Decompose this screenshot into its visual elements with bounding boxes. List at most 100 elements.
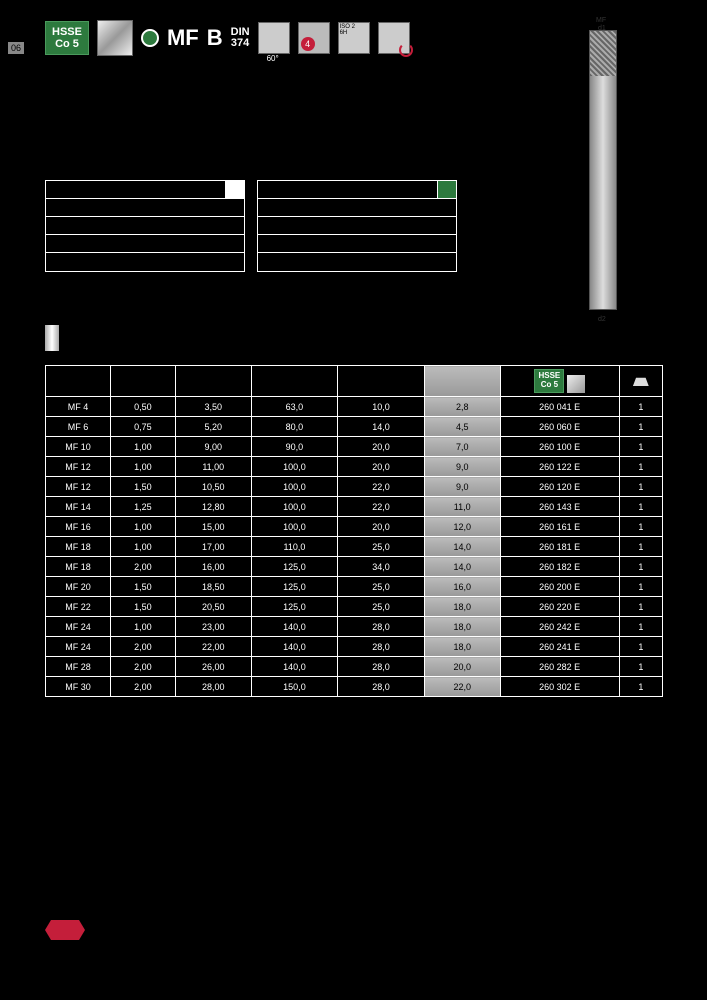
color-ring-icon: [141, 29, 159, 47]
thread-type-label: MF: [167, 25, 199, 51]
table-cell: 260 143 E: [500, 497, 619, 517]
table-header-row: HSSE Co 5: [46, 366, 663, 397]
product-data-table: HSSE Co 5 MF 40,503,5063,010,02,8260 041…: [45, 365, 663, 697]
table-cell: 80,0: [251, 417, 338, 437]
table-cell: 17,00: [175, 537, 251, 557]
table-row: MF 182,0016,00125,034,014,0260 182 E1: [46, 557, 663, 577]
table-cell: 1,00: [110, 537, 175, 557]
table-row: MF 60,755,2080,014,04,5260 060 E1: [46, 417, 663, 437]
form-label: B: [207, 25, 223, 51]
table-cell: 4,5: [424, 417, 500, 437]
angle-icon: 60°: [258, 22, 290, 54]
table-cell: 25,0: [338, 537, 425, 557]
table-row: MF 201,5018,50125,025,016,0260 200 E1: [46, 577, 663, 597]
table-cell: MF 4: [46, 397, 111, 417]
metal-badge: [97, 20, 133, 56]
table-cell: 1,25: [110, 497, 175, 517]
table-cell: 1: [619, 557, 662, 577]
table-cell: 34,0: [338, 557, 425, 577]
table-cell: 260 100 E: [500, 437, 619, 457]
table-cell: 5,20: [175, 417, 251, 437]
table-row: MF 302,0028,00150,028,022,0260 302 E1: [46, 677, 663, 697]
header-material-badge: HSSE Co 5: [534, 369, 564, 393]
brand-logo: [45, 920, 85, 940]
header-metal-icon: [567, 375, 585, 393]
article-header: HSSE Co 5: [500, 366, 619, 397]
table-cell: MF 18: [46, 537, 111, 557]
table-cell: 22,0: [338, 497, 425, 517]
table-cell: 1: [619, 497, 662, 517]
angle-value: 60°: [267, 54, 279, 63]
table-cell: 3,50: [175, 397, 251, 417]
drill-icon: [45, 325, 59, 351]
table-row: MF 141,2512,80100,022,011,0260 143 E1: [46, 497, 663, 517]
table-cell: 1: [619, 397, 662, 417]
table-cell: 260 302 E: [500, 677, 619, 697]
table-cell: 11,0: [424, 497, 500, 517]
table-cell: 1: [619, 477, 662, 497]
table-cell: 100,0: [251, 517, 338, 537]
table-cell: 22,0: [424, 677, 500, 697]
table-cell: MF 28: [46, 657, 111, 677]
table-cell: MF 24: [46, 637, 111, 657]
table-cell: 9,00: [175, 437, 251, 457]
table-cell: MF 22: [46, 597, 111, 617]
table-cell: 28,0: [338, 617, 425, 637]
table-cell: 140,0: [251, 617, 338, 637]
table-cell: 18,0: [424, 617, 500, 637]
table-cell: 150,0: [251, 677, 338, 697]
table-cell: 1: [619, 577, 662, 597]
table-cell: MF 18: [46, 557, 111, 577]
application-grid-1: [45, 180, 245, 272]
table-cell: 22,0: [338, 477, 425, 497]
table-cell: 20,0: [338, 457, 425, 477]
table-cell: MF 20: [46, 577, 111, 597]
tolerance-number: 4: [301, 37, 315, 51]
table-cell: 20,50: [175, 597, 251, 617]
product-header: HSSE Co 5 MF B DIN 374 60° 4 ISO 2 6H: [45, 20, 410, 56]
table-cell: 260 122 E: [500, 457, 619, 477]
table-cell: 260 220 E: [500, 597, 619, 617]
table-cell: 18,0: [424, 637, 500, 657]
application-tables: [45, 180, 457, 272]
table-cell: 1: [619, 597, 662, 617]
table-cell: MF 14: [46, 497, 111, 517]
table-cell: 26,00: [175, 657, 251, 677]
table-cell: 1: [619, 537, 662, 557]
table-cell: 125,0: [251, 577, 338, 597]
table-cell: 15,00: [175, 517, 251, 537]
material-badge: HSSE Co 5: [45, 21, 89, 55]
table-cell: MF 30: [46, 677, 111, 697]
table-cell: 11,00: [175, 457, 251, 477]
din-badge: DIN 374: [231, 27, 250, 49]
table-cell: 260 282 E: [500, 657, 619, 677]
table-cell: 1: [619, 517, 662, 537]
table-cell: 140,0: [251, 657, 338, 677]
table-cell: 260 182 E: [500, 557, 619, 577]
table-cell: 9,0: [424, 457, 500, 477]
table-cell: 14,0: [338, 417, 425, 437]
table-cell: MF 16: [46, 517, 111, 537]
drawing-d1-label: d1: [598, 25, 606, 32]
table-cell: 28,0: [338, 657, 425, 677]
tolerance-icon: 4: [298, 22, 330, 54]
table-cell: 2,00: [110, 657, 175, 677]
app-swatch-green-icon: [438, 181, 456, 198]
table-cell: 20,0: [338, 437, 425, 457]
table-row: MF 161,0015,00100,020,012,0260 161 E1: [46, 517, 663, 537]
table-cell: 260 242 E: [500, 617, 619, 637]
table-cell: MF 12: [46, 457, 111, 477]
table-cell: 260 120 E: [500, 477, 619, 497]
table-cell: 18,0: [424, 597, 500, 617]
table-cell: 1: [619, 437, 662, 457]
table-cell: 100,0: [251, 457, 338, 477]
drawing-d2-label: d2: [598, 316, 606, 323]
table-cell: 0,75: [110, 417, 175, 437]
table-cell: 1,00: [110, 437, 175, 457]
table-cell: 28,0: [338, 637, 425, 657]
table-cell: 7,0: [424, 437, 500, 457]
table-cell: 9,0: [424, 477, 500, 497]
table-row: MF 40,503,5063,010,02,8260 041 E1: [46, 397, 663, 417]
table-cell: 260 241 E: [500, 637, 619, 657]
table-row: MF 121,0011,00100,020,09,0260 122 E1: [46, 457, 663, 477]
